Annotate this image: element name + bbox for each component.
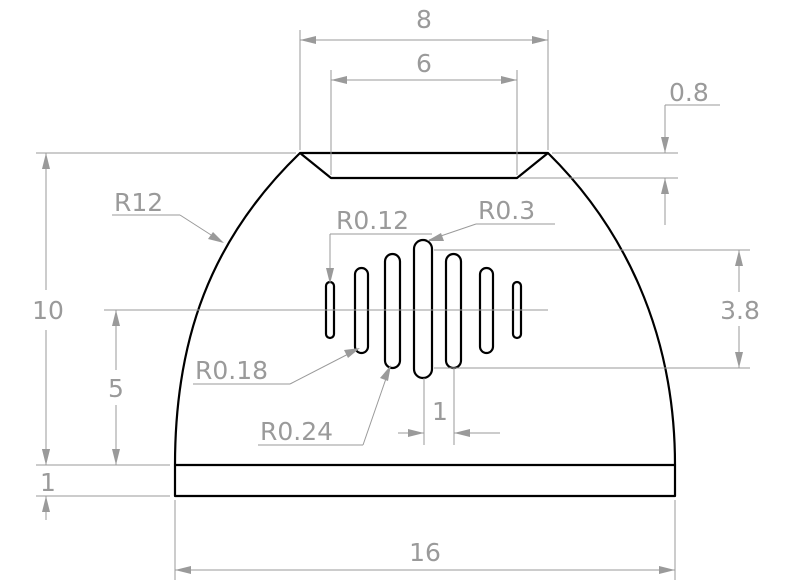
dim-slot-span-height: 3.8 [434,249,760,369]
dim-label-16: 16 [409,538,441,567]
leader-slot-radius-second: R0.18 [193,348,360,385]
dim-label-r0-24: R0.24 [260,417,333,446]
slot [412,238,434,380]
leader-slot-radius-third: R0.24 [258,365,391,446]
slot-group [324,238,523,380]
dim-label-6: 6 [416,49,432,78]
base-plate [173,463,677,498]
top-chamfer-recess [299,152,549,180]
dim-base-width: 16 [174,500,676,580]
dim-label-3-8: 3.8 [720,296,760,325]
slot [444,252,463,370]
dim-label-r0-18: R0.18 [195,356,268,385]
slot [383,252,402,370]
dim-label-10: 10 [32,296,64,325]
dim-label-8: 8 [416,5,432,34]
dim-base-thickness: 1 [36,420,170,520]
dim-label-r12: R12 [114,188,163,217]
dim-label-5: 5 [108,374,124,403]
dim-top-inner-width: 6 [330,49,518,175]
dim-top-outer-width: 8 [299,5,549,150]
leader-slot-radius-center: R0.3 [427,196,555,241]
dim-total-height: 10 [32,152,296,466]
dim-label-1-pitch: 1 [432,397,448,426]
leader-outer-radius: R12 [112,188,224,243]
dome-outline [173,151,677,466]
dim-chamfer-depth: 0.8 [520,78,720,225]
leader-slot-radius-end: R0.12 [326,206,432,284]
dim-label-r0-12: R0.12 [336,206,409,235]
part-geometry [173,151,677,498]
dim-label-1-base: 1 [40,468,56,497]
dim-slot-center-height: 5 [104,309,548,465]
dim-slot-pitch: 1 [398,368,500,445]
dim-label-0-8: 0.8 [669,78,709,107]
dim-label-r0-3: R0.3 [478,196,535,225]
